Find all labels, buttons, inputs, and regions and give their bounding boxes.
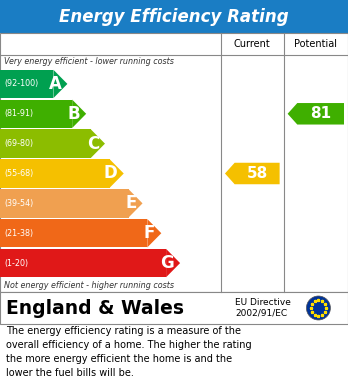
Text: Current: Current <box>234 39 271 49</box>
Text: G: G <box>160 254 174 272</box>
Text: (81-91): (81-91) <box>4 109 33 118</box>
Polygon shape <box>147 219 161 248</box>
Circle shape <box>307 296 330 320</box>
Bar <box>0 159 110 188</box>
Text: B: B <box>68 105 80 123</box>
Text: (92-100): (92-100) <box>4 79 38 88</box>
Text: (21-38): (21-38) <box>4 229 33 238</box>
Bar <box>0 100 72 128</box>
Bar <box>0 219 147 248</box>
Bar <box>0 292 348 324</box>
Text: Not energy efficient - higher running costs: Not energy efficient - higher running co… <box>4 280 174 289</box>
Bar <box>0 189 128 217</box>
Text: (55-68): (55-68) <box>4 169 33 178</box>
Text: (69-80): (69-80) <box>4 139 33 148</box>
Text: E: E <box>125 194 136 212</box>
Polygon shape <box>128 189 143 217</box>
Text: D: D <box>104 165 118 183</box>
Text: EU Directive
2002/91/EC: EU Directive 2002/91/EC <box>235 298 291 318</box>
Text: Potential: Potential <box>294 39 337 49</box>
Text: 58: 58 <box>246 166 268 181</box>
Bar <box>0 0 348 33</box>
Text: Very energy efficient - lower running costs: Very energy efficient - lower running co… <box>4 57 174 66</box>
Text: F: F <box>144 224 155 242</box>
Bar <box>0 129 91 158</box>
Text: England & Wales: England & Wales <box>6 298 184 317</box>
Text: A: A <box>48 75 61 93</box>
Polygon shape <box>53 70 68 98</box>
Polygon shape <box>166 249 180 277</box>
Text: C: C <box>87 135 99 152</box>
Polygon shape <box>72 100 86 128</box>
Polygon shape <box>225 163 280 184</box>
Polygon shape <box>91 129 105 158</box>
Text: The energy efficiency rating is a measure of the
overall efficiency of a home. T: The energy efficiency rating is a measur… <box>6 326 252 378</box>
Text: 81: 81 <box>310 106 331 121</box>
Text: (1-20): (1-20) <box>4 258 28 267</box>
Polygon shape <box>287 103 344 125</box>
Polygon shape <box>110 159 124 188</box>
Text: Energy Efficiency Rating: Energy Efficiency Rating <box>59 7 289 25</box>
Bar <box>0 70 53 98</box>
Bar <box>0 249 166 277</box>
Bar <box>0 33 348 292</box>
Text: (39-54): (39-54) <box>4 199 33 208</box>
